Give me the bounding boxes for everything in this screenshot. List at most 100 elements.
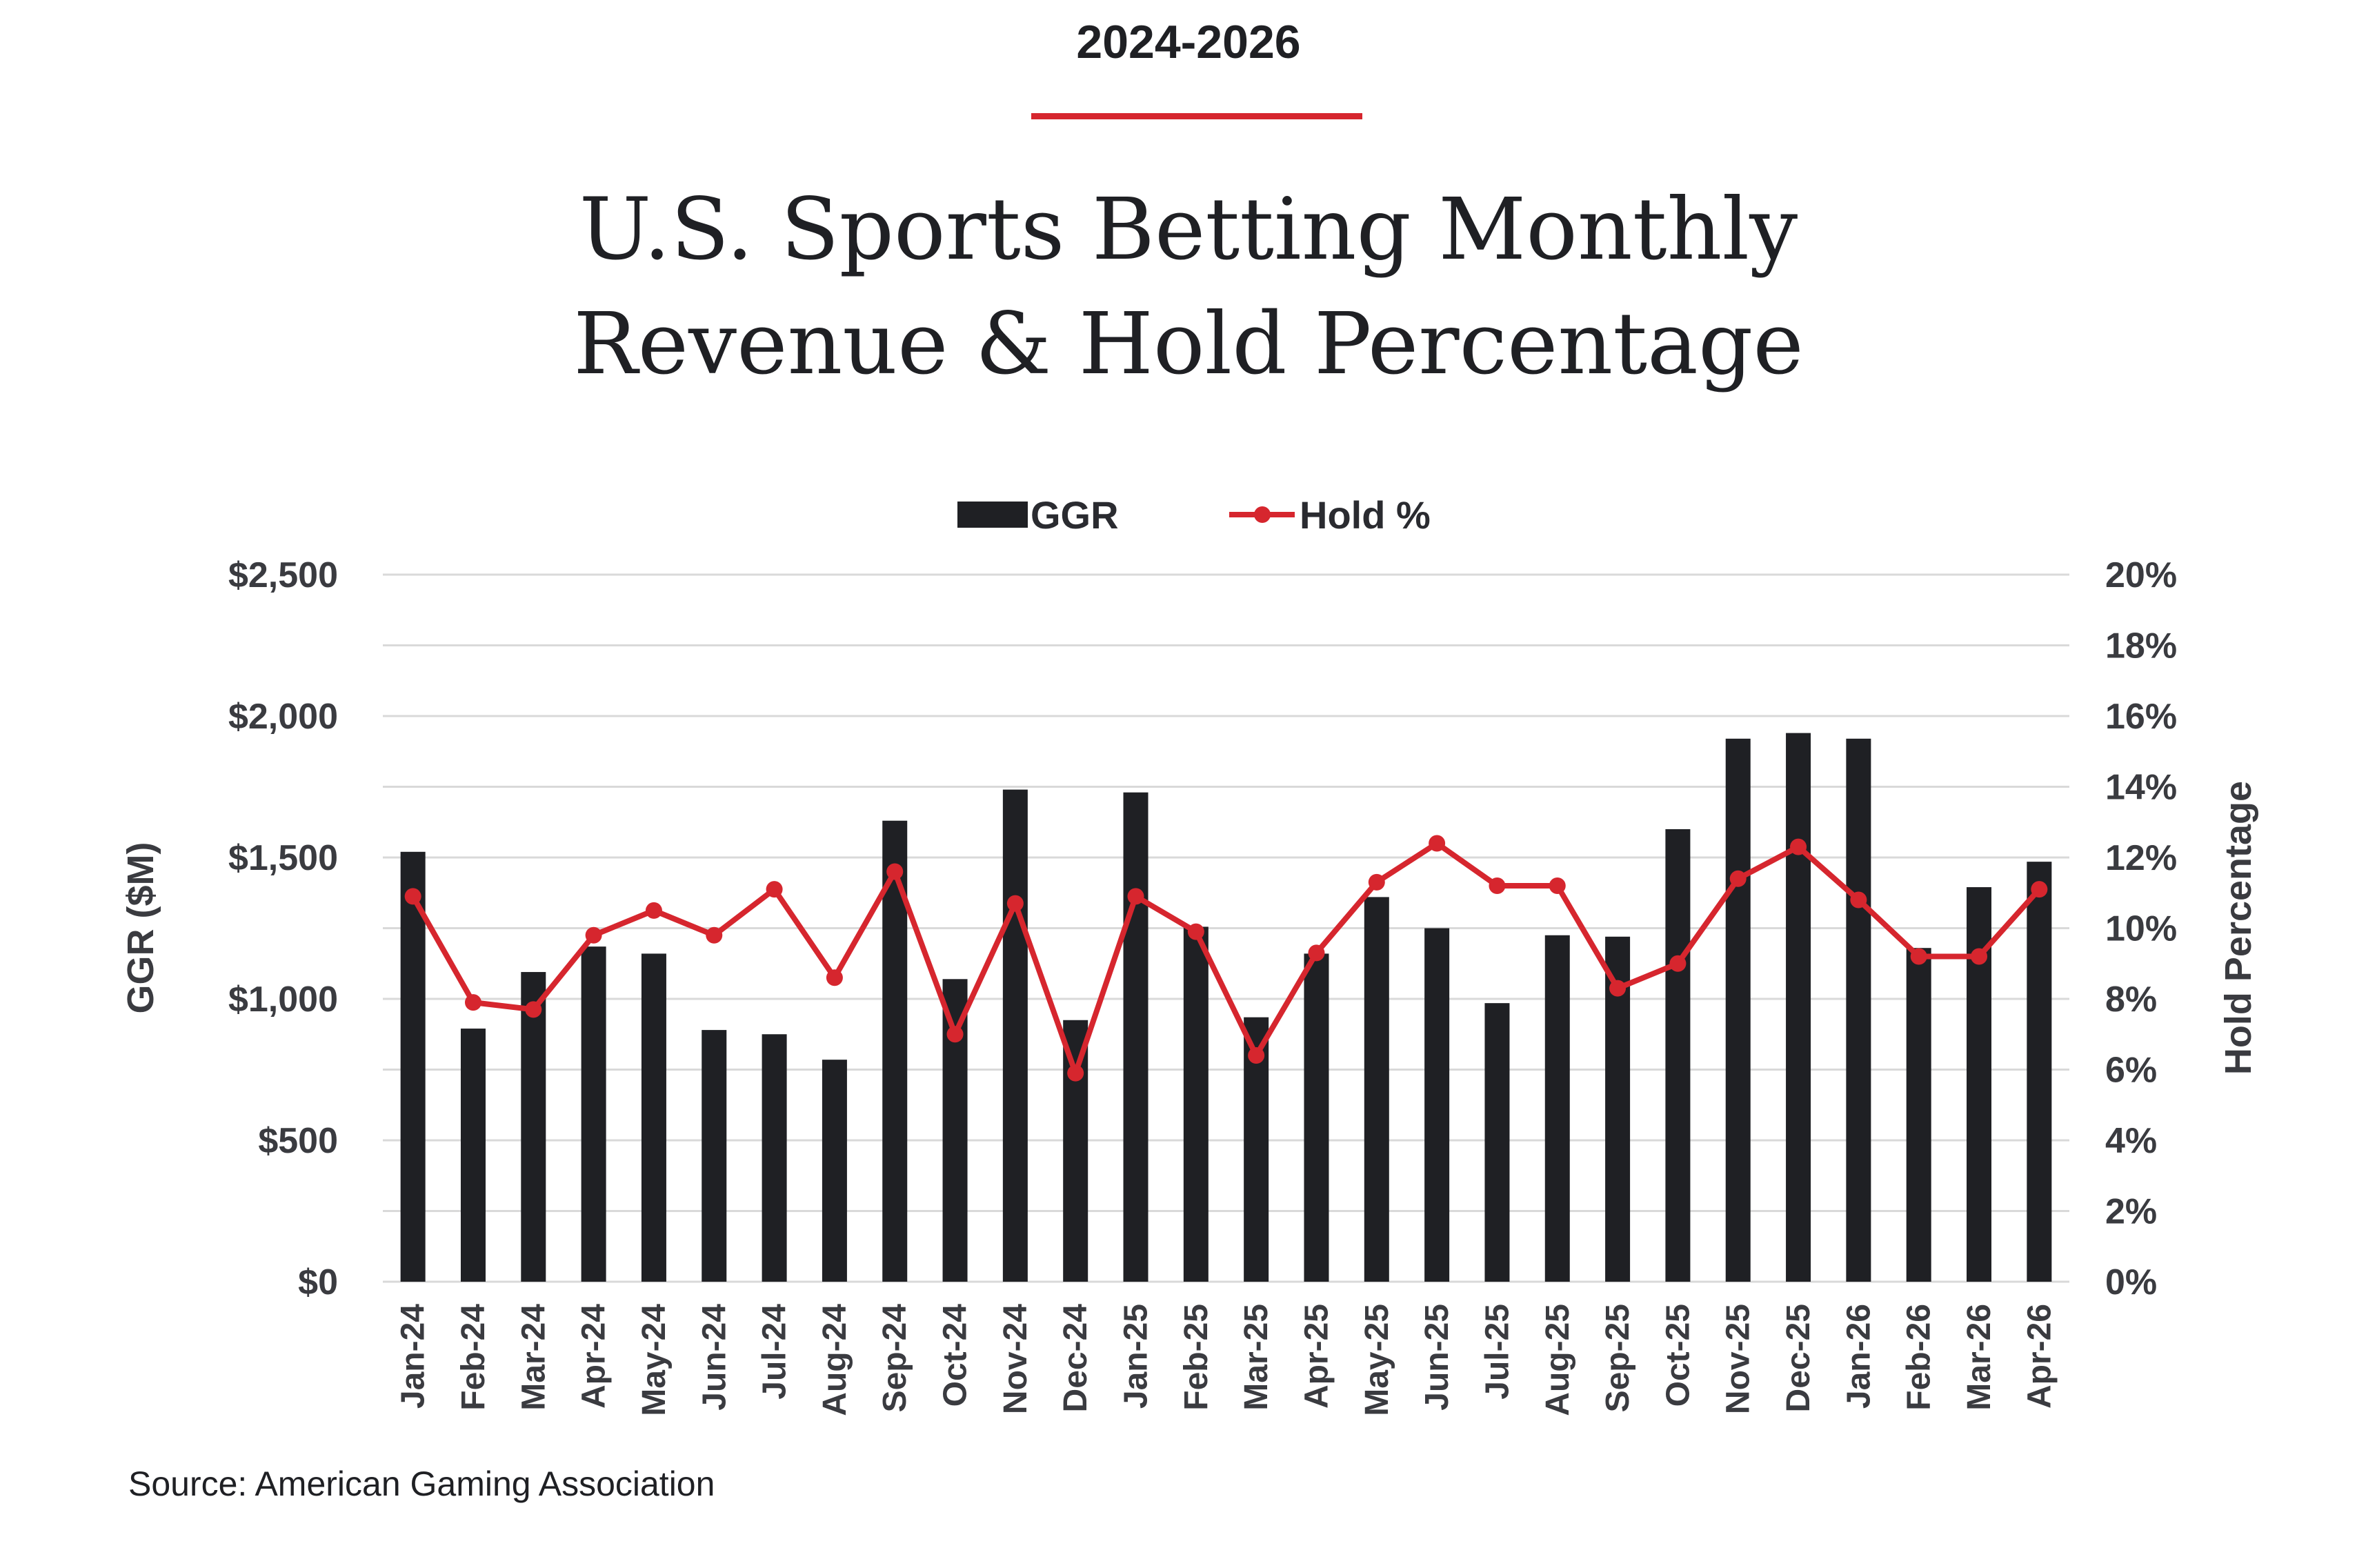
- ggr-bar: [1123, 792, 1148, 1282]
- x-tick-label: Dec-25: [1780, 1304, 1817, 1412]
- hold-point: [1669, 955, 1687, 972]
- ggr-bar: [1484, 1003, 1510, 1282]
- left-tick-label: $500: [258, 1121, 338, 1161]
- hold-point: [886, 863, 904, 880]
- hold-point: [1187, 923, 1204, 940]
- hold-point: [1971, 948, 1988, 965]
- hold-point: [464, 994, 481, 1011]
- right-tick-label: 6%: [2105, 1051, 2157, 1091]
- ggr-bar: [1906, 948, 1931, 1282]
- hold-point: [1308, 944, 1325, 962]
- ggr-bar: [1063, 1020, 1088, 1282]
- x-tick-label: Nov-25: [1720, 1304, 1757, 1414]
- right-tick-label: 16%: [2105, 697, 2177, 737]
- ggr-bar: [1424, 928, 1450, 1282]
- hold-line: [404, 835, 2048, 1082]
- x-tick-label: Oct-24: [937, 1304, 974, 1407]
- hold-point: [645, 902, 662, 919]
- ggr-bar: [1304, 953, 1329, 1282]
- x-tick-label: Jun-24: [696, 1304, 733, 1411]
- hold-point: [1850, 891, 1867, 909]
- ggr-bar: [762, 1034, 787, 1282]
- hold-point: [826, 969, 843, 986]
- hold-point: [1127, 888, 1144, 905]
- ggr-bar: [400, 851, 426, 1282]
- chart-kicker: 2024-2026: [1076, 16, 1301, 68]
- x-tick-label: Jul-25: [1479, 1304, 1515, 1400]
- right-tick-label: 10%: [2105, 909, 2177, 949]
- hold-point: [404, 888, 421, 905]
- right-axis-title: Hold Percentage: [2218, 781, 2259, 1075]
- gridlines: [383, 573, 2069, 1283]
- x-tick-label: May-24: [636, 1304, 673, 1416]
- right-tick-label: 0%: [2105, 1262, 2157, 1302]
- x-tick-label: Oct-25: [1660, 1304, 1696, 1407]
- x-tick-label: Aug-25: [1540, 1304, 1576, 1416]
- hold-point: [1910, 948, 1927, 965]
- right-tick-label: 2%: [2105, 1192, 2157, 1232]
- hold-point: [766, 881, 783, 898]
- hold-point: [1549, 877, 1566, 894]
- hold-point: [1790, 838, 1807, 855]
- legend-hold-marker: [1254, 506, 1271, 523]
- x-tick-label: Jan-25: [1118, 1304, 1155, 1409]
- x-tick-label: Mar-26: [1961, 1304, 1998, 1411]
- hold-line-path: [410, 840, 2042, 1076]
- hold-point: [1729, 870, 1747, 887]
- right-tick-label: 18%: [2105, 626, 2177, 666]
- chart-title-line-2: Revenue & Hold Percentage: [573, 295, 1804, 394]
- x-tick-label: Sep-25: [1600, 1304, 1636, 1412]
- x-tick-label: Mar-24: [515, 1304, 552, 1411]
- ggr-bar: [1665, 829, 1691, 1282]
- x-tick-label: Apr-26: [2021, 1304, 2058, 1409]
- x-tick-label: Jan-26: [1840, 1304, 1877, 1409]
- legend-hold-label: Hold %: [1300, 493, 1431, 537]
- left-axis-title: GGR ($M): [120, 842, 161, 1014]
- left-tick-label: $2,000: [228, 697, 338, 737]
- hold-point: [1067, 1064, 1084, 1082]
- hold-point: [525, 1001, 542, 1018]
- hold-point: [1609, 980, 1627, 997]
- left-tick-label: $1,500: [228, 838, 338, 878]
- hold-point: [2031, 881, 2048, 898]
- left-tick-label: $1,000: [228, 980, 338, 1020]
- ggr-bar: [1725, 738, 1751, 1282]
- right-tick-label: 20%: [2105, 555, 2177, 595]
- hold-point: [706, 926, 723, 944]
- hold-point: [1489, 877, 1506, 894]
- hold-point: [1248, 1047, 1265, 1064]
- x-tick-label: Feb-24: [455, 1304, 492, 1411]
- ggr-bar: [460, 1029, 486, 1282]
- chart-title-line-1: U.S. Sports Betting Monthly: [579, 180, 1798, 279]
- x-tick-label: Jan-24: [395, 1304, 432, 1409]
- ggr-bar: [641, 953, 666, 1282]
- ggr-bar: [1846, 738, 1871, 1282]
- ggr-bar: [1002, 789, 1028, 1282]
- x-tick-label: Apr-25: [1298, 1304, 1335, 1409]
- left-axis-ticks: $0 $500 $1,000 $1,500 $2,000 $2,500: [228, 555, 338, 1302]
- x-tick-label: Feb-26: [1901, 1304, 1938, 1411]
- chart-title: U.S. Sports Betting Monthly Revenue & Ho…: [0, 172, 2377, 401]
- right-tick-label: 14%: [2105, 768, 2177, 808]
- x-tick-label: Mar-25: [1238, 1304, 1275, 1411]
- ggr-bar: [2027, 862, 2052, 1282]
- x-tick-label: Apr-24: [576, 1304, 613, 1409]
- x-tick-label: Jul-24: [757, 1304, 793, 1400]
- right-tick-label: 8%: [2105, 980, 2157, 1020]
- ggr-bar: [521, 972, 546, 1282]
- right-tick-label: 4%: [2105, 1121, 2157, 1161]
- hold-point: [1429, 835, 1446, 852]
- ggr-bar: [1544, 935, 1570, 1282]
- x-tick-label: Feb-25: [1178, 1304, 1215, 1411]
- x-tick-label: May-25: [1359, 1304, 1395, 1416]
- source-note: Source: American Gaming Association: [128, 1465, 715, 1503]
- left-tick-label: $0: [298, 1262, 338, 1302]
- legend: GGR Hold %: [957, 493, 1431, 537]
- x-tick-label: Dec-24: [1057, 1304, 1094, 1413]
- hold-point: [585, 926, 602, 944]
- ggr-bar: [581, 946, 606, 1282]
- ggr-bars: [400, 733, 2052, 1282]
- hold-point: [1368, 873, 1385, 891]
- ggr-bar: [1364, 897, 1389, 1282]
